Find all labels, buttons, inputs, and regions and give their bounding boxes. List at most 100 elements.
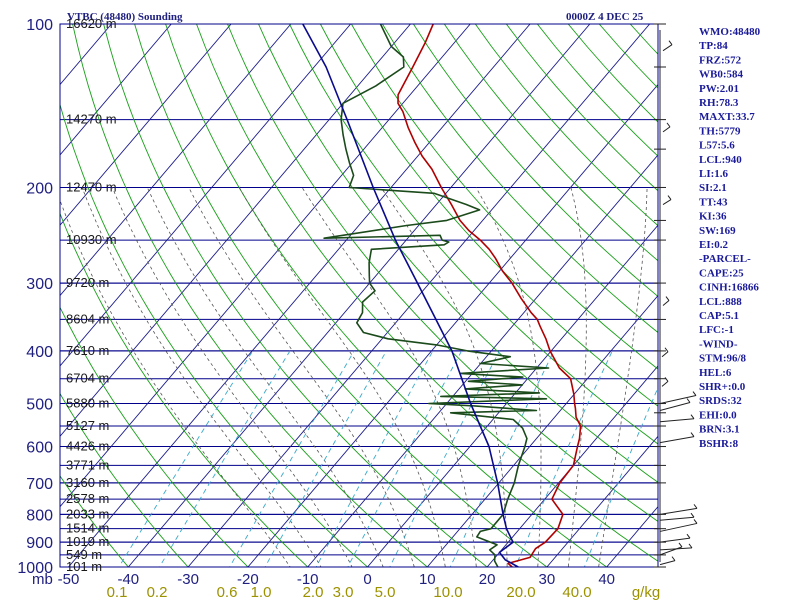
height-label: 16620 m bbox=[66, 16, 117, 31]
height-label: 9720 m bbox=[66, 275, 109, 290]
isotherm-line bbox=[60, 24, 411, 437]
index-line: RH:78.3 bbox=[699, 97, 739, 109]
isotherm-line bbox=[68, 24, 531, 567]
index-line: TP:84 bbox=[699, 40, 728, 52]
isotherm-line bbox=[60, 24, 232, 226]
dry-adiabat bbox=[60, 392, 189, 567]
chart-title: VTBC (48480) Sounding bbox=[67, 11, 183, 23]
wind-barb-flag bbox=[693, 504, 698, 509]
index-line: SI:2.1 bbox=[699, 182, 727, 194]
wind-barb-flag bbox=[688, 543, 693, 549]
plot-area bbox=[60, 24, 658, 567]
dry-adiabat bbox=[196, 24, 658, 562]
temperature-tick-label: 0 bbox=[363, 571, 371, 588]
moist-adiabat bbox=[238, 187, 446, 567]
index-line: -WIND- bbox=[699, 338, 738, 350]
wind-barb-flag bbox=[668, 40, 673, 46]
isotherm-line bbox=[187, 24, 650, 567]
isotherm-line bbox=[307, 154, 658, 567]
moist-adiabat bbox=[567, 187, 587, 567]
moist-adiabat bbox=[380, 187, 508, 567]
index-line: CINH:16866 bbox=[699, 282, 759, 294]
wind-barb-flag bbox=[667, 195, 672, 200]
index-line: KI:36 bbox=[699, 211, 727, 223]
wind-barb-flag bbox=[686, 533, 691, 539]
mixing-ratio-label: 5.0 bbox=[375, 584, 396, 600]
height-label: 6704 m bbox=[66, 371, 109, 386]
plot-frame bbox=[59, 23, 659, 568]
wind-barb bbox=[659, 522, 698, 532]
index-line: EHI:0.0 bbox=[699, 409, 737, 421]
index-line: LCL:888 bbox=[699, 296, 742, 308]
moist-adiabat bbox=[188, 187, 415, 567]
index-line: LI:1.6 bbox=[699, 168, 729, 180]
height-label: 14270 m bbox=[66, 112, 117, 127]
index-line: LCL:940 bbox=[699, 154, 742, 166]
pressure-tick-label: 900 bbox=[26, 535, 53, 552]
index-line: SHR+:0.0 bbox=[699, 381, 746, 393]
moist-adiabat bbox=[475, 187, 542, 567]
index-line: CAPE:25 bbox=[699, 267, 744, 279]
pressure-tick-label: 300 bbox=[26, 276, 53, 293]
index-line: WMO:48480 bbox=[699, 26, 761, 38]
height-label: 4426 m bbox=[66, 439, 109, 454]
mixing-ratio-line bbox=[583, 386, 658, 567]
wind-barb-flag bbox=[690, 414, 695, 419]
wind-barb-flag bbox=[686, 398, 691, 403]
height-label: 2033 m bbox=[66, 506, 109, 521]
index-line: WB0:584 bbox=[699, 69, 744, 81]
index-line: EI:0.2 bbox=[699, 239, 729, 251]
height-label: 1019 m bbox=[66, 534, 109, 549]
temperature-tick-label: -10 bbox=[297, 571, 319, 588]
mixing-ratio-line bbox=[347, 350, 462, 567]
index-line: PW:2.01 bbox=[699, 83, 739, 95]
dry-adiabat bbox=[382, 24, 658, 334]
dry-adiabat bbox=[103, 24, 488, 567]
index-line: HEL:6 bbox=[699, 367, 732, 379]
moist-adiabat bbox=[111, 187, 353, 567]
mixing-ratio-line bbox=[264, 350, 387, 567]
isotherm-line bbox=[367, 224, 658, 567]
wind-barb bbox=[662, 199, 672, 205]
moist-adiabat bbox=[146, 187, 384, 567]
wind-barb bbox=[662, 126, 671, 133]
height-label: 2578 m bbox=[66, 491, 109, 506]
isotherm-line bbox=[60, 24, 172, 156]
dry-adiabat bbox=[72, 24, 429, 567]
dry-adiabat bbox=[165, 24, 608, 567]
height-label: 5127 m bbox=[66, 418, 109, 433]
wind-barb-flag bbox=[690, 512, 695, 518]
height-label: 3771 m bbox=[66, 457, 109, 472]
pressure-tick-label: 600 bbox=[26, 440, 53, 457]
height-label: 101 m bbox=[66, 559, 102, 574]
index-line: -PARCEL- bbox=[699, 253, 751, 265]
wind-barb-flag bbox=[692, 391, 697, 396]
mixing-ratio-label: 0.1 bbox=[107, 584, 128, 600]
index-line: TH:5779 bbox=[699, 125, 741, 137]
height-label: 12470 m bbox=[66, 179, 117, 194]
index-line: BRN:3.1 bbox=[699, 424, 740, 436]
height-label: 5880 m bbox=[66, 396, 109, 411]
temperature-tick-label: -20 bbox=[237, 571, 259, 588]
height-label: 3160 m bbox=[66, 475, 109, 490]
parcel-trace bbox=[302, 24, 519, 567]
wind-barb bbox=[659, 537, 691, 543]
wind-barb-flag bbox=[678, 542, 683, 548]
temperature-tick-label: 30 bbox=[539, 571, 556, 588]
wind-barb bbox=[659, 560, 676, 566]
mixing-ratio-line bbox=[514, 350, 613, 567]
dry-adiabat bbox=[443, 24, 658, 262]
pressure-tick-label: 400 bbox=[26, 344, 53, 361]
pressure-tick-label: 500 bbox=[26, 397, 53, 414]
dry-adiabat bbox=[289, 24, 658, 445]
isotherm-line bbox=[127, 24, 591, 567]
wind-barb-flag bbox=[671, 556, 676, 561]
wind-barb bbox=[662, 300, 670, 306]
index-line: L57:5.6 bbox=[699, 140, 735, 152]
mixing-ratio-label: 1.0 bbox=[251, 584, 272, 600]
wind-barb bbox=[659, 402, 691, 411]
wind-barb bbox=[659, 507, 698, 515]
